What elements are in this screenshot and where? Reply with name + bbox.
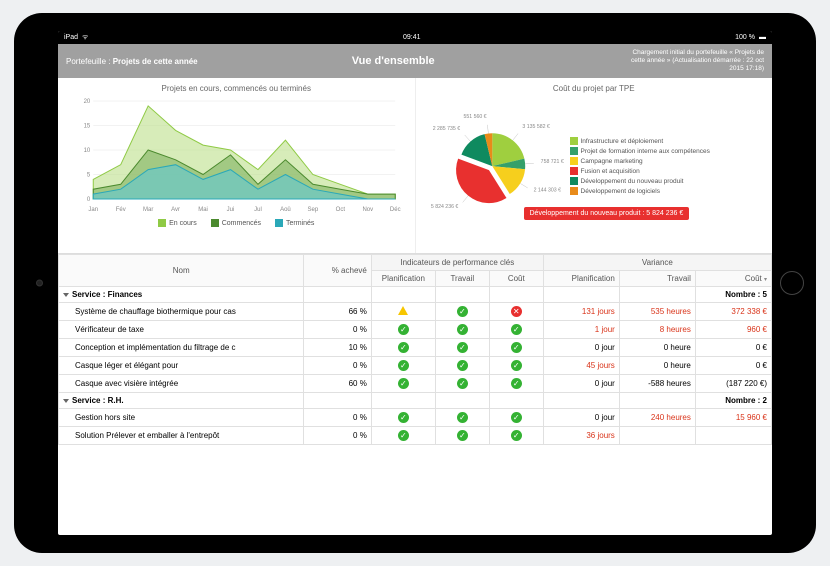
th-achieve[interactable]: % achevé <box>304 255 371 287</box>
loading-message: Chargement initial du portefeuille « Pro… <box>502 49 764 72</box>
table-row[interactable]: Conception et implémentation du filtrage… <box>59 339 772 357</box>
th-trav-i[interactable]: Travail <box>435 271 489 287</box>
page-title: Vue d'ensemble <box>284 55 502 67</box>
svg-text:5: 5 <box>87 173 91 179</box>
th-trav-v[interactable]: Travail <box>619 271 695 287</box>
legend-item[interactable]: Infrastructure et déploiement <box>570 137 765 145</box>
pie-chart-legend: Infrastructure et déploiement Projet de f… <box>570 137 765 197</box>
svg-text:Aoû: Aoû <box>280 207 291 213</box>
svg-text:2 285 735 €: 2 285 735 € <box>432 126 460 132</box>
svg-text:Mai: Mai <box>198 207 208 213</box>
legend-item[interactable]: Fusion et acquisition <box>570 167 765 175</box>
charts-row: Projets en cours, commencés ou terminés … <box>58 78 772 254</box>
svg-text:2 144 303 €: 2 144 303 € <box>533 188 561 194</box>
area-chart-panel: Projets en cours, commencés ou terminés … <box>58 78 415 253</box>
clock-label: 09:41 <box>403 34 421 41</box>
svg-text:20: 20 <box>84 99 91 105</box>
portfolio-label: Portefeuille : <box>66 57 110 66</box>
loading-line-1: Chargement initial du portefeuille « Pro… <box>502 49 764 57</box>
svg-text:758 721 €: 758 721 € <box>540 159 563 165</box>
svg-text:10: 10 <box>84 148 91 154</box>
pie-tooltip: Développement du nouveau produit : 5 824… <box>524 207 690 220</box>
kpi-table: Nom % achevé Indicateurs de performance … <box>58 254 772 445</box>
svg-text:0: 0 <box>87 197 91 203</box>
battery-icon: ▬ <box>759 34 766 41</box>
legend-item[interactable]: En cours <box>158 219 197 227</box>
svg-text:551 560 €: 551 560 € <box>463 114 486 120</box>
table-row[interactable]: Système de chauffage biothermique pour c… <box>59 303 772 321</box>
table-row[interactable]: Casque léger et élégant pour 0 % ✓ ✓ ✓ 4… <box>59 357 772 375</box>
svg-text:3 135 582 €: 3 135 582 € <box>522 124 550 130</box>
area-chart[interactable]: 0 5 10 15 20 Jan Fév Mar Avr Mai Jui Jul Aoû Sep Oct No… <box>66 97 407 215</box>
portfolio-value[interactable]: Projets de cette année <box>113 57 198 66</box>
camera-dot <box>36 280 43 287</box>
carrier-label: iPad <box>64 34 78 41</box>
svg-text:Jan: Jan <box>88 207 98 213</box>
legend-item[interactable]: Commencés <box>211 219 261 227</box>
area-chart-title: Projets en cours, commencés ou terminés <box>66 84 407 93</box>
loading-line-3: 2015 17:18) <box>502 65 764 73</box>
kpi-table-wrap[interactable]: Nom % achevé Indicateurs de performance … <box>58 254 772 535</box>
tablet-frame: iPad ᯤ 09:41 100 % ▬ Portefeuille : Proj… <box>14 13 816 553</box>
pie-chart-title: Coût du projet par TPE <box>424 84 765 93</box>
table-row[interactable]: Gestion hors site 0 % ✓ ✓ ✓ 0 jour 240 h… <box>59 409 772 427</box>
legend-item[interactable]: Campagne marketing <box>570 157 765 165</box>
th-plan-i[interactable]: Planification <box>371 271 435 287</box>
app-header: Portefeuille : Projets de cette année Vu… <box>58 44 772 78</box>
legend-item[interactable]: Projet de formation interne aux compéten… <box>570 147 765 155</box>
th-cout-v[interactable]: Coût ▾ <box>695 271 771 287</box>
svg-text:Oct: Oct <box>336 207 346 213</box>
battery-pct: 100 % <box>735 34 755 41</box>
loading-line-2: cette année » (Actualisation démarrée : … <box>502 57 764 65</box>
svg-text:Fév: Fév <box>116 207 126 213</box>
table-row[interactable]: Casque avec visière intégrée 60 % ✓ ✓ ✓ … <box>59 375 772 393</box>
table-group-row[interactable]: Service : R.H. Nombre : 2 <box>59 393 772 409</box>
table-row[interactable]: Vérificateur de taxe 0 % ✓ ✓ ✓ 1 jour 8 … <box>59 321 772 339</box>
svg-text:Mar: Mar <box>143 207 153 213</box>
legend-item[interactable]: Développement du nouveau produit <box>570 177 765 185</box>
screen: iPad ᯤ 09:41 100 % ▬ Portefeuille : Proj… <box>58 31 772 535</box>
pie-chart-panel: Coût du projet par TPE 3 135 582 € 758 72… <box>415 78 773 253</box>
status-bar: iPad ᯤ 09:41 100 % ▬ <box>58 31 772 44</box>
home-button[interactable] <box>780 271 804 295</box>
th-kpi-group: Indicateurs de performance clés <box>371 255 543 271</box>
svg-text:Jul: Jul <box>254 207 262 213</box>
wifi-icon: ᯤ <box>82 33 88 42</box>
th-var-group: Variance <box>543 255 771 271</box>
svg-text:Jui: Jui <box>227 207 235 213</box>
svg-text:15: 15 <box>84 124 91 130</box>
svg-text:5 824 236 €: 5 824 236 € <box>430 204 458 210</box>
th-plan-v[interactable]: Planification <box>543 271 619 287</box>
th-nom[interactable]: Nom <box>59 255 304 287</box>
legend-item[interactable]: Terminés <box>275 219 314 227</box>
table-group-row[interactable]: Service : Finances Nombre : 5 <box>59 287 772 303</box>
svg-text:Sep: Sep <box>308 207 319 213</box>
svg-text:Avr: Avr <box>171 207 180 213</box>
legend-item[interactable]: Développement de logiciels <box>570 187 765 195</box>
svg-text:Déc: Déc <box>390 207 401 213</box>
th-cout-i[interactable]: Coût <box>489 271 543 287</box>
svg-text:Nov: Nov <box>362 207 373 213</box>
area-chart-legend: En cours Commencés Terminés <box>66 219 407 227</box>
table-row[interactable]: Solution Prélever et emballer à l'entrep… <box>59 427 772 445</box>
